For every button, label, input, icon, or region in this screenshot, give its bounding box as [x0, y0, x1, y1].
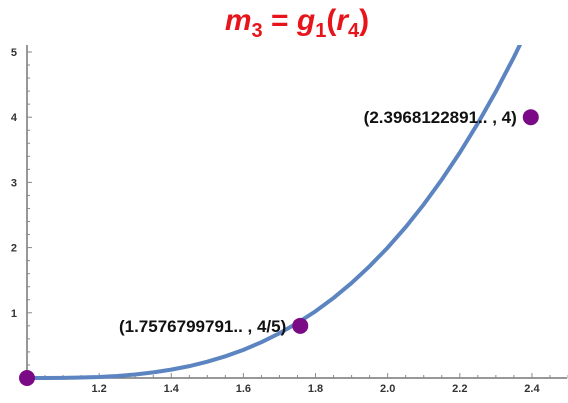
title-lhs-var: m: [225, 4, 252, 37]
axes: 1.2 1.4 1.6 1.8 2.0 2.2 2.4 1 2 3 4 5: [11, 45, 568, 395]
title-fn-var: g: [296, 4, 315, 37]
point-annotation: (1.7576799791.. , 4/5): [119, 317, 286, 336]
data-point: [292, 317, 309, 334]
chart-title: m3 = g1(r4): [225, 4, 369, 42]
data-point: [19, 370, 35, 386]
x-tick-label: 1.6: [236, 383, 251, 395]
title-arg-var: r: [336, 4, 350, 37]
y-tick-label: 5: [11, 47, 17, 59]
y-tick-label: 3: [11, 177, 17, 189]
y-tick-label: 2: [11, 243, 17, 255]
title-arg-sub: 4: [348, 20, 360, 42]
x-tick-label: 2.4: [524, 383, 540, 395]
data-point: [522, 109, 539, 126]
title-open-paren: (: [326, 4, 336, 37]
x-tick-label: 2.2: [452, 383, 467, 395]
y-tick-label: 1: [11, 308, 17, 320]
x-tick-label: 2.0: [380, 383, 395, 395]
title-close-paren: ): [359, 4, 369, 37]
x-tick-label: 1.2: [91, 383, 106, 395]
title-equals: =: [263, 4, 297, 37]
title-fn-sub: 1: [315, 20, 326, 42]
x-tick-label: 1.4: [164, 383, 180, 395]
title-lhs-sub: 3: [252, 20, 263, 42]
point-annotation: (2.3968122891.. , 4): [364, 108, 517, 127]
x-tick-label: 1.8: [308, 383, 323, 395]
points-layer: (1.7576799791.. , 4/5) (2.3968122891.. , …: [19, 108, 539, 386]
y-tick-label: 4: [11, 112, 18, 124]
